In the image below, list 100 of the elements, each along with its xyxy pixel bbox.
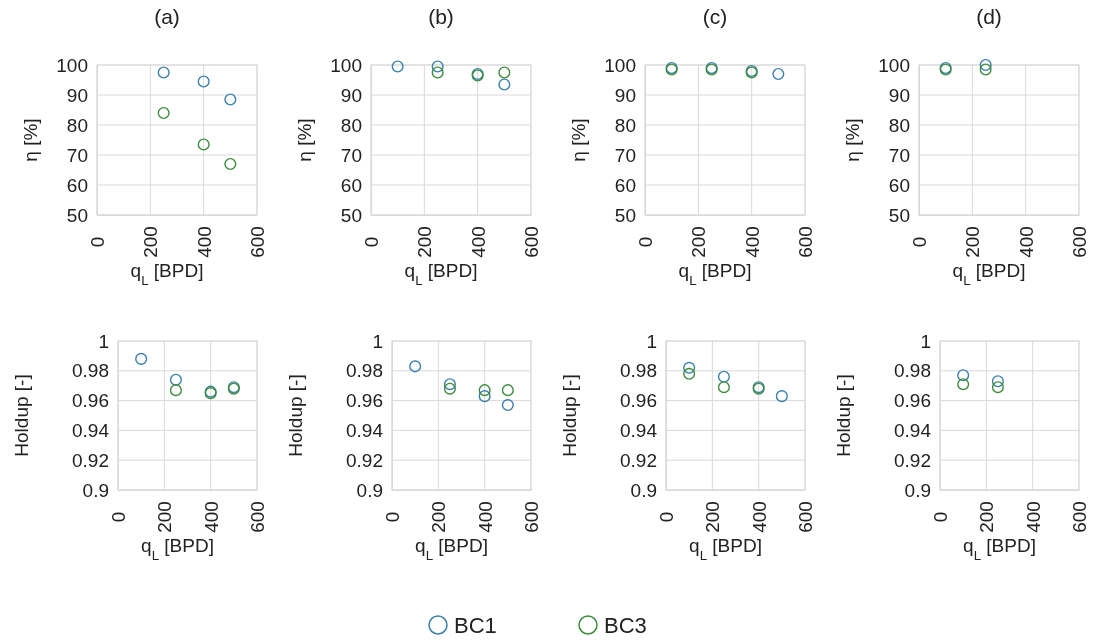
y-tick-label: 0.92: [894, 449, 931, 471]
point: [501, 399, 514, 412]
y-tick-label: 0.94: [346, 419, 384, 441]
point: [775, 390, 788, 403]
x-tick-label: 200: [428, 501, 450, 533]
x-tick-label: 0: [909, 236, 931, 248]
y-tick-label: 80: [66, 114, 88, 136]
x-tick-label: 600: [795, 226, 817, 258]
y-tick-label: 100: [604, 54, 636, 76]
x-tick-label: 400: [200, 501, 222, 533]
y-tick-label: 0.98: [620, 360, 657, 382]
y-tick-label: 90: [66, 84, 88, 106]
x-tick-label: 600: [1069, 226, 1091, 258]
y-tick-label: 0.98: [894, 360, 931, 382]
x-tick-label: 200: [702, 501, 724, 533]
x-tick-label: 400: [474, 501, 496, 533]
x-tick-label: 200: [688, 226, 710, 258]
y-tick-label: 70: [66, 144, 88, 166]
y-tick-label: 100: [330, 54, 362, 76]
y-axis-title: Holdup [-]: [833, 374, 854, 457]
x-tick-label: 400: [1015, 226, 1037, 258]
point: [498, 78, 511, 91]
y-axis-title: Holdup [-]: [559, 374, 580, 457]
point: [391, 60, 404, 73]
y-tick-label: 0.92: [346, 449, 383, 471]
x-tick-label: 0: [656, 511, 678, 523]
x-tick-label: 400: [467, 226, 489, 258]
x-tick-label: 200: [976, 501, 998, 533]
point: [431, 66, 444, 79]
y-tick-label: 100: [56, 54, 88, 76]
point: [169, 384, 182, 397]
y-axis-title: η [%]: [568, 118, 589, 162]
x-tick-label: 200: [414, 226, 436, 258]
point: [991, 375, 1004, 388]
point: [135, 352, 148, 365]
y-tick-label: 60: [340, 174, 362, 196]
point: [478, 390, 491, 403]
y-tick-label: 50: [340, 204, 362, 226]
y-tick-label: 60: [66, 174, 88, 196]
x-axis-title: q$_{L}$ [BPD]: [130, 260, 204, 288]
x-axis-title: q$_{L}$ [BPD]: [415, 535, 488, 563]
y-tick-label: 80: [888, 114, 910, 136]
y-tick-label: 1: [98, 330, 109, 352]
y-tick-label: 0.96: [620, 390, 657, 412]
y-tick-label: 50: [66, 204, 88, 226]
x-tick-label: 0: [108, 511, 130, 523]
chart-title: (b): [428, 5, 454, 28]
y-tick-label: 0.96: [346, 390, 383, 412]
y-tick-label: 0.92: [620, 449, 657, 471]
x-tick-label: 0: [635, 236, 657, 248]
y-tick-label: 80: [614, 114, 636, 136]
y-tick-label: 0.96: [894, 390, 931, 412]
point: [157, 66, 170, 79]
chart-title: (d): [976, 5, 1002, 28]
y-tick-label: 80: [340, 114, 362, 136]
x-tick-label: 200: [140, 226, 162, 258]
point: [169, 373, 182, 386]
x-tick-label: 400: [741, 226, 763, 258]
x-tick-label: 0: [930, 511, 952, 523]
point: [957, 369, 970, 382]
point: [478, 384, 491, 397]
x-tick-label: 0: [87, 236, 109, 248]
x-axis-title: q$_{L}$ [BPD]: [678, 260, 752, 288]
x-tick-label: 600: [795, 501, 817, 533]
x-tick-label: 600: [247, 226, 269, 258]
point: [443, 378, 456, 391]
point: [772, 67, 785, 81]
point: [224, 93, 237, 106]
y-tick-label: 0.98: [72, 360, 109, 382]
y-tick-label: 1: [646, 330, 657, 352]
x-axis-title: q$_{L}$ [BPD]: [404, 260, 478, 288]
y-axis-title: Holdup [-]: [11, 374, 32, 457]
legend-label: BC1: [454, 612, 497, 638]
y-tick-label: 100: [878, 54, 910, 76]
y-axis-title: η [%]: [294, 118, 315, 162]
chart-title: (a): [154, 5, 180, 28]
x-tick-label: 0: [382, 511, 404, 523]
y-tick-label: 1: [920, 330, 931, 352]
point: [957, 378, 970, 391]
point: [443, 382, 456, 395]
point: [157, 106, 170, 120]
chart-title: (c): [702, 5, 728, 28]
point: [683, 367, 696, 380]
y-tick-label: 0.94: [72, 419, 110, 441]
x-tick-label: 400: [1022, 501, 1044, 533]
x-axis-title: q$_{L}$ [BPD]: [952, 260, 1026, 288]
x-tick-label: 400: [748, 501, 770, 533]
y-tick-label: 0.94: [894, 419, 932, 441]
x-axis-title: q$_{L}$ [BPD]: [689, 535, 762, 563]
y-tick-label: 60: [888, 174, 910, 196]
point: [683, 361, 696, 374]
point: [197, 75, 210, 88]
point: [197, 138, 210, 151]
x-tick-label: 0: [361, 236, 383, 248]
y-tick-label: 70: [614, 144, 636, 166]
point: [224, 157, 237, 171]
x-axis-title: q$_{L}$ [BPD]: [141, 535, 214, 563]
y-axis-title: η [%]: [20, 118, 41, 162]
point: [409, 360, 422, 373]
y-tick-label: 50: [614, 204, 636, 226]
